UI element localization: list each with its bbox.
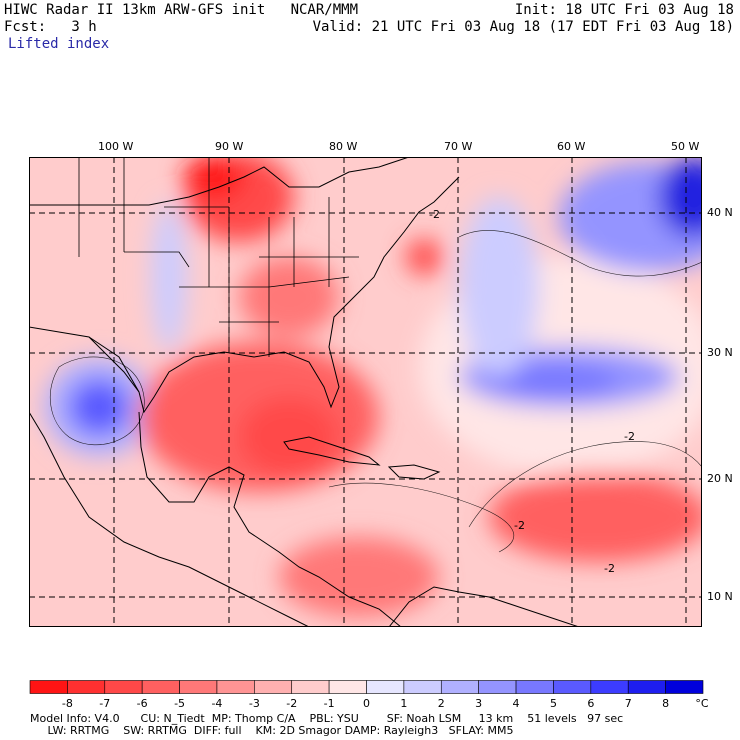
colorbar-swatch bbox=[403, 680, 442, 694]
colorbar-tick-label: -5 bbox=[174, 697, 186, 710]
lat-label-40n: 40 N bbox=[707, 206, 733, 219]
colorbar-swatch bbox=[67, 680, 106, 694]
lat-label-30n: 30 N bbox=[707, 346, 733, 359]
colorbar-tick-label: -6 bbox=[136, 697, 148, 710]
tropical-atlantic-unstable bbox=[489, 472, 702, 562]
colorbar-swatch bbox=[627, 680, 666, 694]
contour-label: -2 bbox=[514, 519, 525, 532]
colorbar-swatch bbox=[104, 680, 143, 694]
hispaniola-outline bbox=[387, 464, 441, 480]
offshore-unstable-cell bbox=[406, 239, 442, 275]
contour-label: -2 bbox=[604, 562, 615, 575]
colorbar-tick-label: -7 bbox=[99, 697, 111, 710]
us-border-north bbox=[29, 157, 410, 206]
colorbar-swatch bbox=[29, 680, 68, 694]
lat-label-10n: 10 N bbox=[707, 590, 733, 603]
contour-caribbean bbox=[328, 482, 514, 553]
model-info-line-2: LW: RRTMG SW: RRTMG DIFF: full KM: 2D Sm… bbox=[30, 724, 514, 737]
atlantic-light-band bbox=[459, 197, 539, 377]
colorbar-tick-label: 8 bbox=[662, 697, 670, 710]
colorbar-swatch bbox=[366, 680, 405, 694]
contour-label: -2 bbox=[429, 208, 440, 221]
northeast-stable-core bbox=[659, 157, 702, 237]
plains-stable-streak bbox=[151, 202, 187, 352]
colorbar-tick-label: -4 bbox=[211, 697, 223, 710]
contour-mexico bbox=[49, 356, 145, 446]
colorbar-unit: °C bbox=[695, 697, 709, 710]
mexico-pacific-coastline bbox=[29, 411, 310, 627]
colorbar-swatch bbox=[515, 680, 554, 694]
lon-label-100w: 100 W bbox=[98, 140, 134, 153]
lat-label-20n: 20 N bbox=[707, 472, 733, 485]
cuba-outline bbox=[283, 436, 381, 466]
mexico-stable-core bbox=[69, 379, 129, 435]
southeast-unstable bbox=[239, 257, 339, 337]
colorbar-tick-label: -8 bbox=[61, 697, 73, 710]
lon-label-60w: 60 W bbox=[557, 140, 586, 153]
colorbar-swatch bbox=[179, 680, 218, 694]
colorbar-tick-label: 2 bbox=[437, 697, 445, 710]
lon-label-80w: 80 W bbox=[329, 140, 358, 153]
colorbar-swatch bbox=[254, 680, 293, 694]
colorbar-swatch bbox=[478, 680, 517, 694]
great-lakes-unstable-core bbox=[184, 157, 244, 199]
lifted-index-map: -2 -2 -2 -2 bbox=[29, 157, 702, 627]
colorbar-swatch bbox=[590, 680, 629, 694]
contour-atlantic bbox=[458, 230, 702, 277]
plot-title: HIWC Radar II 13km ARW-GFS init NCAR/MMM bbox=[4, 2, 359, 18]
colorbar-tick-label: -2 bbox=[286, 697, 298, 710]
colorbar-swatch bbox=[553, 680, 592, 694]
valid-time: Valid: 21 UTC Fri 03 Aug 18 (17 EDT Fri … bbox=[312, 19, 734, 35]
south-america-coastline bbox=[388, 586, 580, 627]
us-gulf-coastline bbox=[88, 176, 460, 414]
gulf-unstable-core bbox=[239, 397, 339, 477]
atlantic-stable-core bbox=[479, 364, 619, 400]
colorbar-tick-label: 4 bbox=[512, 697, 520, 710]
caribbean-unstable bbox=[279, 537, 439, 617]
color-bar bbox=[29, 680, 704, 694]
lon-label-50w: 50 W bbox=[671, 140, 700, 153]
model-info-line-1: Model Info: V4.0 CU: N_Tiedt MP: Thomp C… bbox=[30, 712, 624, 725]
us-mexico-border bbox=[29, 326, 140, 393]
colorbar-tick-label: -1 bbox=[323, 697, 335, 710]
init-time: Init: 18 UTC Fri 03 Aug 18 bbox=[514, 2, 734, 18]
colorbar-swatch bbox=[141, 680, 180, 694]
colorbar-tick-label: 6 bbox=[587, 697, 595, 710]
colorbar-swatch bbox=[216, 680, 255, 694]
field-name: Lifted index bbox=[8, 36, 110, 52]
mexico-coastline bbox=[138, 411, 402, 627]
colorbar-tick-label: -3 bbox=[248, 697, 260, 710]
colorbar-swatch bbox=[440, 680, 479, 694]
colorbar-swatch bbox=[328, 680, 367, 694]
colorbar-tick-label: 7 bbox=[624, 697, 632, 710]
lon-label-70w: 70 W bbox=[444, 140, 473, 153]
colorbar-swatch bbox=[665, 680, 704, 694]
colorbar-swatch bbox=[291, 680, 330, 694]
contour-label: -2 bbox=[624, 430, 635, 443]
colorbar-tick-label: 1 bbox=[400, 697, 408, 710]
lon-label-90w: 90 W bbox=[215, 140, 244, 153]
map-frame bbox=[29, 157, 702, 627]
colorbar-tick-label: 3 bbox=[475, 697, 483, 710]
colorbar-tick-label: 0 bbox=[363, 697, 370, 710]
colorbar-tick-label: 5 bbox=[549, 697, 557, 710]
forecast-hour: Fcst: 3 h bbox=[4, 19, 97, 35]
